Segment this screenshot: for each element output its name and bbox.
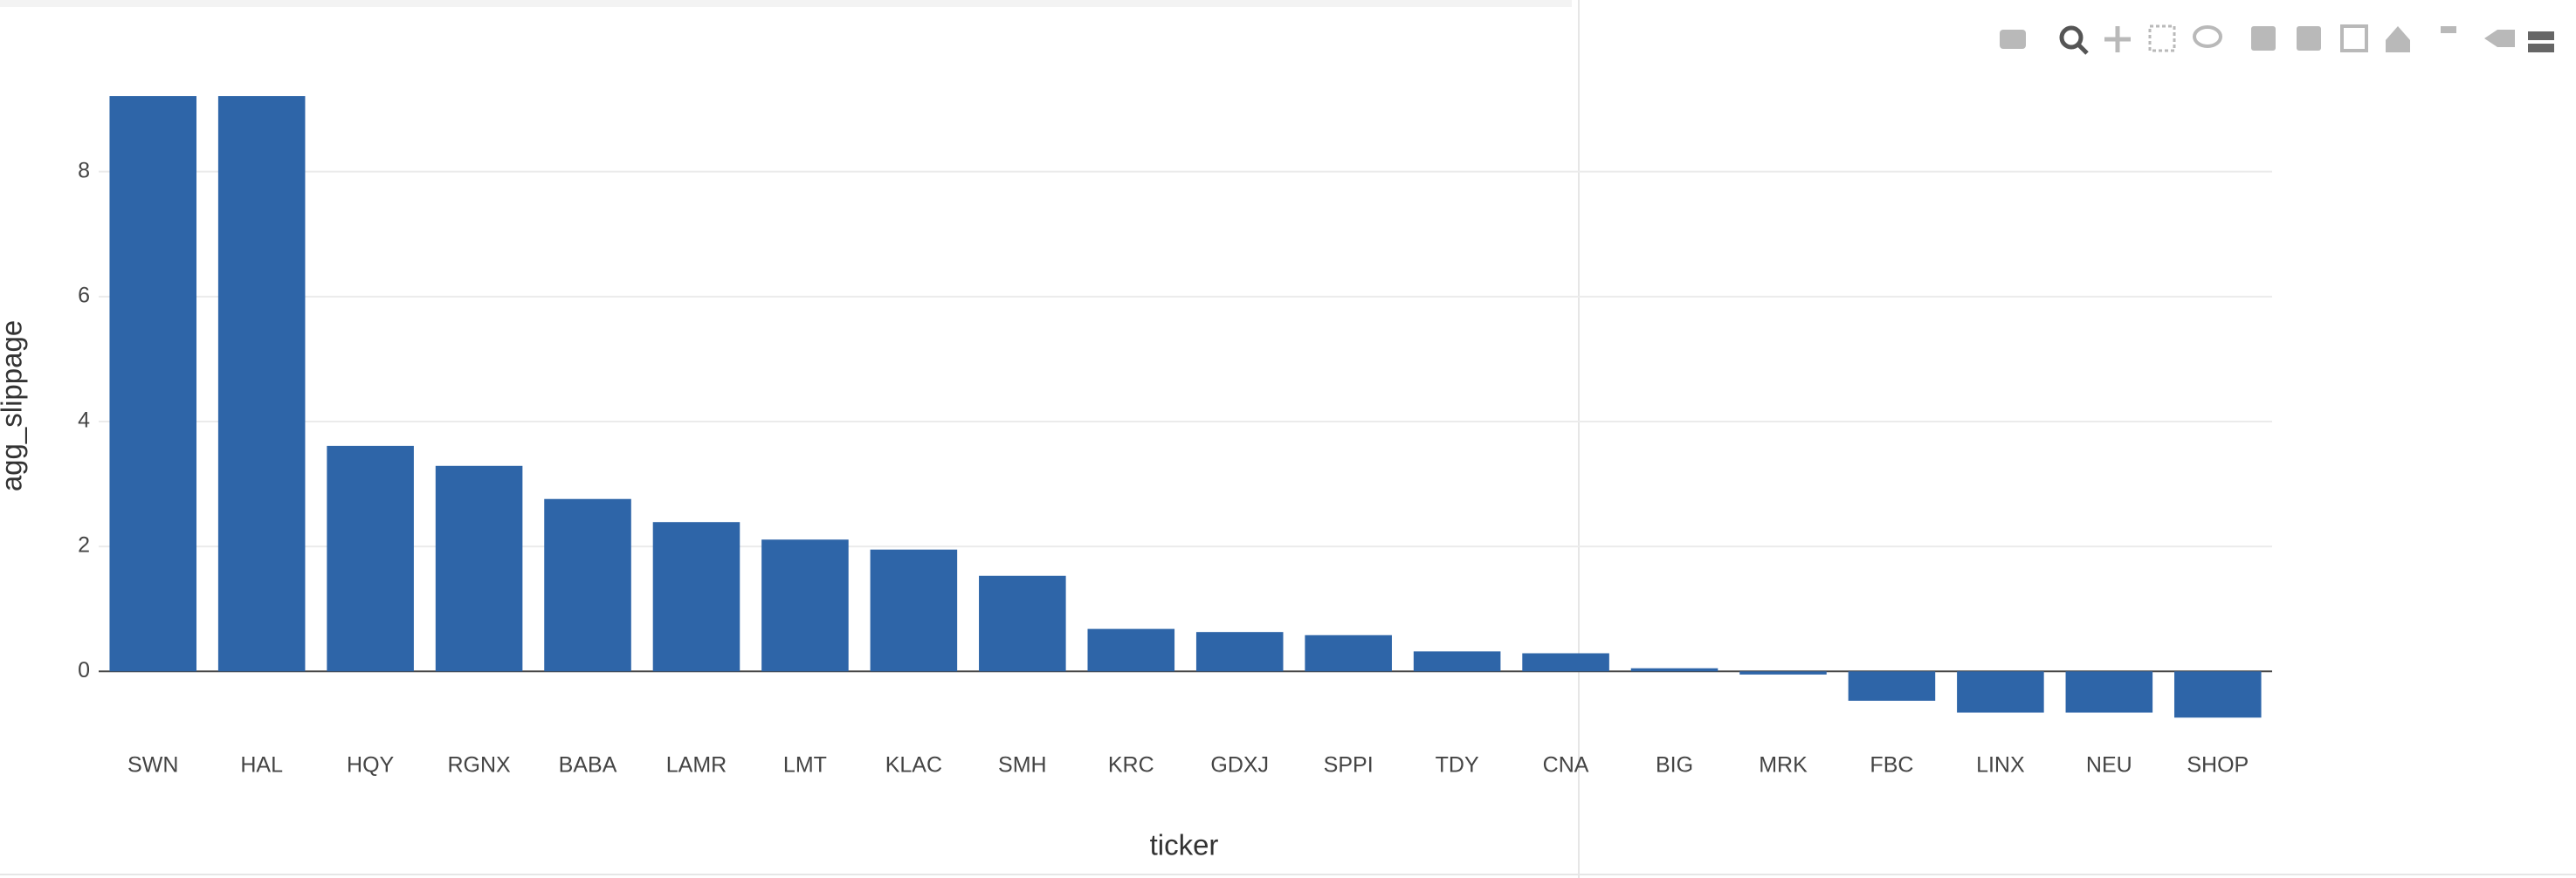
bar bbox=[109, 96, 197, 672]
pan-icon[interactable] bbox=[2104, 26, 2131, 52]
bar bbox=[652, 522, 740, 672]
x-tick-label: GDXJ bbox=[1210, 753, 1269, 778]
hover-compare-icon[interactable] bbox=[2528, 31, 2554, 52]
bar bbox=[2173, 671, 2262, 718]
bar bbox=[761, 539, 849, 672]
zoom-in-icon[interactable] bbox=[2251, 26, 2276, 51]
bar bbox=[544, 498, 631, 672]
x-tick-label: LAMR bbox=[666, 753, 727, 778]
x-tick-label: SMH bbox=[998, 753, 1047, 778]
x-tick-label: HQY bbox=[347, 753, 395, 778]
y-tick-label: 0 bbox=[78, 658, 90, 683]
y-axis-title: agg_slippage bbox=[0, 320, 28, 491]
bar bbox=[1848, 671, 1936, 701]
x-tick-label: CNA bbox=[1543, 753, 1589, 778]
x-tick-label: LMT bbox=[783, 753, 827, 778]
bar bbox=[1305, 634, 1392, 672]
bar bbox=[2065, 671, 2153, 713]
lasso-icon[interactable] bbox=[2193, 25, 2222, 48]
bar bbox=[1195, 632, 1284, 672]
x-tick-label: SPPI bbox=[1324, 753, 1374, 778]
x-tick-label: HAL bbox=[240, 753, 283, 778]
bar bbox=[1087, 628, 1175, 672]
x-tick-label: SWN bbox=[127, 753, 178, 778]
y-tick-label: 4 bbox=[78, 408, 90, 433]
modebar bbox=[2000, 24, 2554, 55]
x-tick-label: SHOP bbox=[2187, 753, 2249, 778]
x-axis-title: ticker bbox=[1150, 829, 1219, 861]
camera-icon[interactable] bbox=[2000, 30, 2026, 49]
zoom-icon[interactable] bbox=[2059, 25, 2084, 50]
x-tick-label: RGNX bbox=[447, 753, 511, 778]
x-tick-label: TDY bbox=[1436, 753, 1479, 778]
hover-closest-icon[interactable] bbox=[2484, 30, 2515, 47]
bar bbox=[1630, 668, 1718, 672]
x-tick-label: BIG bbox=[1656, 753, 1693, 778]
bar bbox=[1522, 653, 1609, 672]
autoscale-icon[interactable] bbox=[2340, 24, 2368, 52]
x-tick-label: MRK bbox=[1759, 753, 1808, 778]
zoom-handle bbox=[2077, 43, 2089, 55]
bar bbox=[1957, 671, 2044, 713]
bar bbox=[870, 549, 958, 672]
select-icon[interactable] bbox=[2148, 24, 2176, 52]
bar bbox=[1413, 651, 1501, 672]
spike-icon[interactable] bbox=[2441, 26, 2456, 33]
y-tick-label: 6 bbox=[78, 283, 90, 307]
x-tick-label: LINX bbox=[1976, 753, 2025, 778]
x-tick-label: KLAC bbox=[885, 753, 942, 778]
y-tick-label: 8 bbox=[78, 158, 90, 182]
bar bbox=[979, 575, 1066, 672]
bar bbox=[1739, 671, 1827, 675]
x-tick-label: BABA bbox=[559, 753, 617, 778]
home-icon[interactable] bbox=[2386, 26, 2410, 52]
bar bbox=[327, 445, 414, 672]
x-tick-label: KRC bbox=[1108, 753, 1154, 778]
bar bbox=[435, 465, 523, 672]
x-tick-label: FBC bbox=[1870, 753, 1913, 778]
bar bbox=[217, 96, 306, 672]
x-tick-label: NEU bbox=[2086, 753, 2132, 778]
zoom-out-icon[interactable] bbox=[2297, 26, 2321, 51]
top-strip bbox=[0, 0, 1572, 7]
y-tick-label: 2 bbox=[78, 533, 90, 558]
